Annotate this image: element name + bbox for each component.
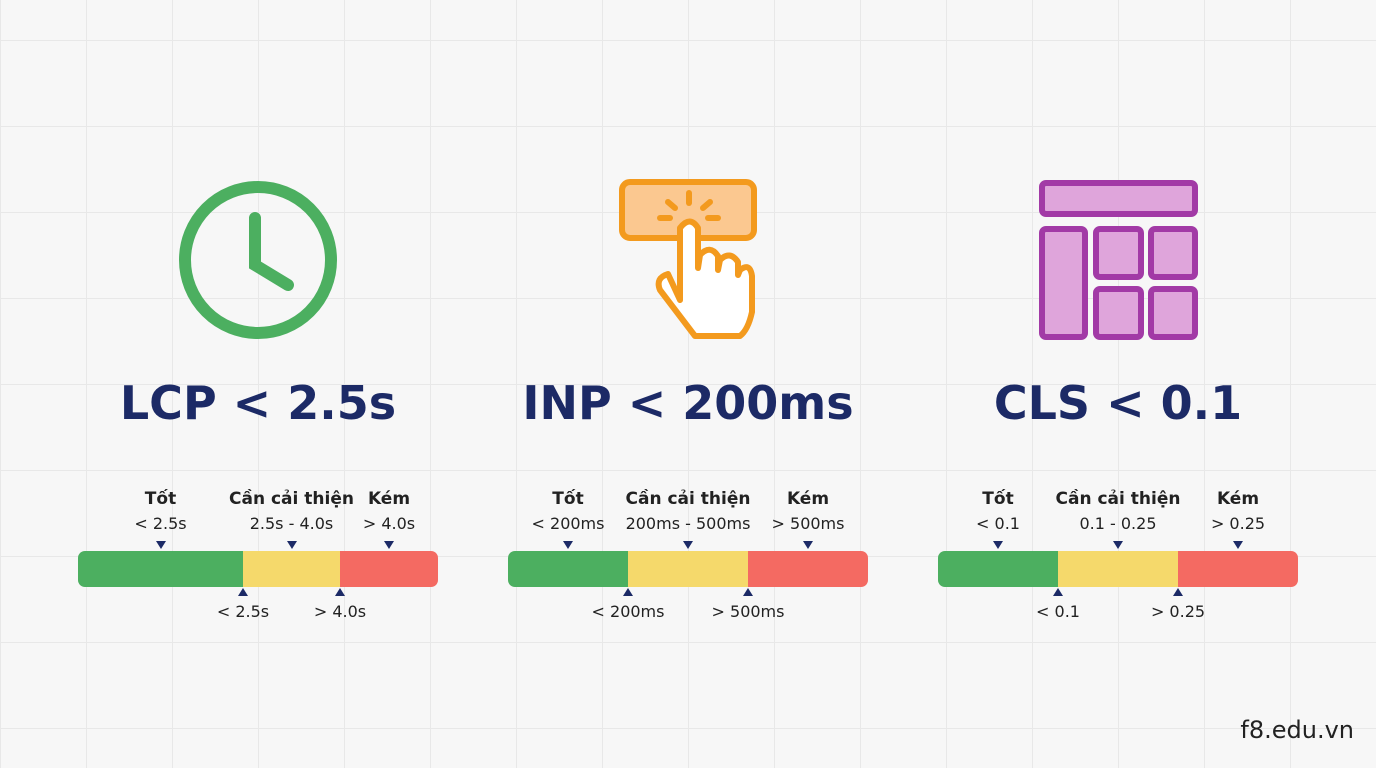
bar-segment [243, 551, 340, 587]
zone-marker [384, 541, 394, 549]
metric-title: LCP < 2.5s [119, 376, 397, 430]
threshold-label: < 2.5s [216, 602, 270, 621]
metric-title: CLS < 0.1 [993, 376, 1243, 430]
threshold-marker [1173, 588, 1183, 596]
zone-name: Kém [786, 489, 830, 509]
zone-marker [155, 541, 166, 549]
zone-range: 200ms - 500ms [625, 514, 751, 533]
threshold-marker [238, 588, 248, 596]
threshold-marker [623, 588, 633, 596]
zone-range: < 2.5s [134, 514, 187, 533]
threshold-marker [335, 588, 345, 596]
bar-segment [508, 551, 628, 587]
bar-segment [748, 551, 868, 587]
zone-marker [1233, 541, 1243, 549]
zone-name: Kém [367, 489, 411, 509]
zone-name: Cần cải thiện [229, 489, 354, 509]
zone-marker [286, 541, 297, 549]
zone-marker [683, 541, 693, 549]
zone-name: Cần cải thiện [625, 489, 751, 509]
footer: f8.edu.vn [1240, 716, 1354, 744]
zone-marker [563, 541, 573, 549]
bar-segment [938, 551, 1058, 587]
zone-range: > 500ms [771, 514, 845, 533]
threshold-label: < 0.1 [1036, 602, 1080, 621]
zone-range: < 0.1 [976, 514, 1020, 533]
bar-segment [628, 551, 748, 587]
metric-title: INP < 200ms [522, 376, 854, 430]
zone-name: Tốt [982, 489, 1014, 509]
threshold-label: > 4.0s [313, 602, 367, 621]
layout-icon [1039, 180, 1198, 340]
zone-range: > 4.0s [362, 514, 416, 533]
zone-name: Kém [1216, 489, 1260, 509]
bar-segment [340, 551, 438, 587]
zone-name: Tốt [144, 489, 177, 509]
zone-name: Cần cải thiện [1055, 489, 1181, 509]
zone-marker [803, 541, 813, 549]
zone-marker [993, 541, 1003, 549]
zone-range: > 0.25 [1210, 514, 1266, 533]
zone-range: 0.1 - 0.25 [1079, 514, 1157, 533]
scale-bar [508, 551, 868, 587]
threshold-label: < 200ms [591, 602, 665, 621]
zone-name: Tốt [552, 489, 584, 509]
bar-segment [78, 551, 243, 587]
threshold-label: > 500ms [711, 602, 785, 621]
scale-bar [78, 551, 438, 587]
bar-segment [1178, 551, 1298, 587]
click-icon [619, 179, 757, 339]
zone-range: 2.5s - 4.0s [249, 514, 334, 533]
scale-bar [938, 551, 1298, 587]
zone-marker [1113, 541, 1123, 549]
threshold-marker [1053, 588, 1063, 596]
bar-segment [1058, 551, 1178, 587]
zone-range: < 200ms [531, 514, 605, 533]
threshold-marker [743, 588, 753, 596]
clock-icon [179, 181, 337, 339]
threshold-label: > 0.25 [1150, 602, 1206, 621]
